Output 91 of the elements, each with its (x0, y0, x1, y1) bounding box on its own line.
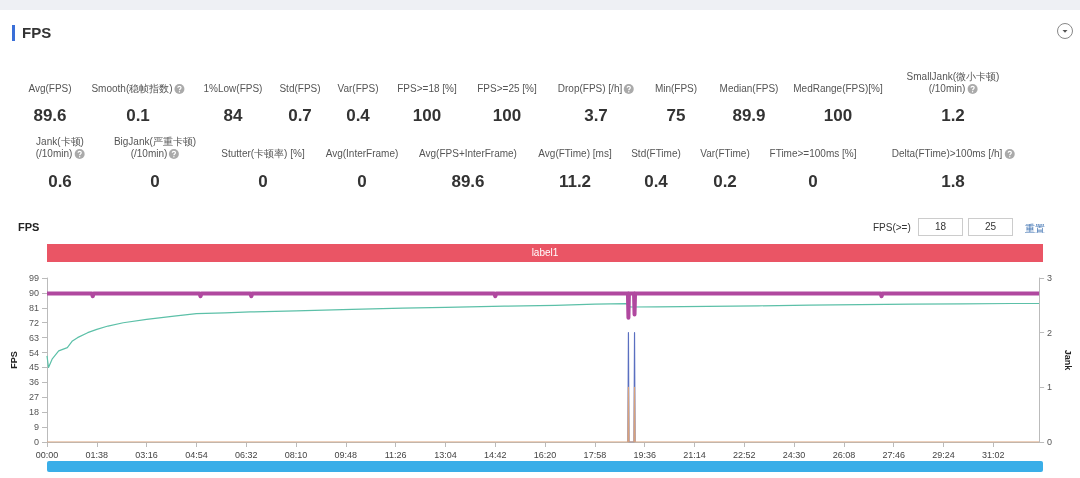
text: 0 (357, 172, 367, 192)
x-tick-label: 03:16 (135, 449, 158, 460)
x-tick-label: 16:20 (533, 449, 557, 460)
text: Jank(卡顿) (/10min) (35, 136, 85, 160)
text: Var(FTime) (700, 148, 750, 160)
y-tick-label: 0 (33, 437, 39, 447)
text: Var(FPS) (337, 83, 379, 95)
line-series (46, 302, 1040, 369)
text: 0 (150, 172, 160, 192)
text: 84 (223, 106, 243, 126)
y2-axis-title: Jank (1062, 349, 1073, 372)
x-tick-label: 11:26 (384, 449, 407, 460)
y2-tick-label: 0 (1047, 437, 1053, 447)
x-tick-label: 22:52 (733, 449, 756, 460)
text: label1 (47, 244, 1043, 262)
text: 0.7 (288, 106, 312, 126)
x-tick-label: 00:00 (35, 449, 59, 460)
text: 89.9 (732, 106, 766, 126)
text: FPS (22, 24, 52, 41)
text: 100 (412, 106, 442, 126)
x-tick-label: 17:58 (583, 449, 607, 460)
y-tick-label: 18 (28, 407, 39, 418)
y2-tick-label: 1 (1047, 382, 1053, 393)
text: 89.6 (451, 172, 485, 192)
y-tick-label: 9 (33, 422, 39, 433)
text: SmallJank(微小卡顿) (/10min) (906, 71, 1000, 95)
text: FPS>=18 [%] (397, 83, 457, 95)
x-tick-label: 27:46 (882, 449, 905, 460)
x-tick-label: 06:32 (234, 449, 258, 460)
text: 75 (666, 106, 686, 126)
text: FPS(>=) (873, 222, 911, 233)
text: 100 (492, 106, 522, 126)
text: Min(FPS) (654, 83, 698, 95)
y-tick-label: 54 (28, 347, 39, 358)
text: 1.2 (941, 106, 965, 126)
text: FPS>=25 [%] (477, 83, 537, 95)
text: Median(FPS) (719, 83, 779, 95)
text: 0.1 (126, 106, 150, 126)
x-tick-label: 01:38 (85, 449, 109, 460)
text: Avg(FPS) (28, 83, 72, 95)
text: 0.2 (713, 172, 737, 192)
x-tick-label: 24:30 (782, 449, 806, 460)
text: 0.4 (644, 172, 668, 192)
text: FTime>=100ms [%] (769, 148, 857, 160)
text: 0 (808, 172, 818, 192)
x-tick-label: 13:04 (434, 449, 457, 460)
x-tick-label: 14:42 (484, 449, 507, 460)
text: 100 (823, 106, 853, 126)
text: BigJank(严重卡顿) (/10min) (113, 136, 197, 160)
y-tick-label: 99 (28, 273, 39, 283)
text: 3.7 (584, 106, 608, 126)
x-tick-label: 19:36 (633, 449, 656, 460)
text: 25 (968, 218, 1013, 236)
text: MedRange(FPS)[%] (793, 83, 883, 95)
text: Std(FTime) (631, 148, 681, 160)
text: Smooth(稳帧指数) (91, 83, 174, 95)
text: 0.6 (48, 172, 72, 192)
x-tick-label: 04:54 (185, 449, 208, 460)
text: Avg(FTime) [ms] (538, 148, 612, 160)
y2-tick-label: 3 (1047, 273, 1053, 283)
y-tick-label: 27 (28, 392, 39, 403)
y-tick-label: 90 (28, 287, 39, 298)
text: 0.4 (346, 106, 370, 126)
text: Std(FPS) (279, 83, 321, 95)
text: 11.2 (558, 172, 592, 192)
x-tick-label: 08:10 (284, 449, 308, 460)
y2-tick-label: 2 (1047, 327, 1053, 338)
text: 18 (918, 218, 963, 236)
text: Avg(FPS+InterFrame) (419, 148, 517, 160)
text: Avg(InterFrame) (325, 148, 399, 160)
text: 1%Low(FPS) (203, 83, 263, 95)
text: 重置 (1025, 222, 1045, 236)
text: 89.6 (33, 106, 67, 126)
y-tick-label: 63 (28, 332, 39, 343)
y-tick-label: 81 (28, 302, 39, 313)
line-series (45, 291, 1042, 320)
text: Drop(FPS) [/h] (557, 83, 624, 95)
text: Delta(FTime)>100ms [/h] (891, 148, 1004, 160)
y-axis-title: FPS (8, 351, 19, 369)
text: Stutter(卡顿率) [%] (221, 148, 305, 160)
y-tick-label: 45 (28, 362, 39, 373)
text: 1.8 (941, 172, 965, 192)
text: 0 (258, 172, 268, 192)
x-tick-label: 26:08 (832, 449, 856, 460)
x-tick-label: 31:02 (982, 449, 1005, 460)
x-tick-label: 09:48 (334, 449, 358, 460)
x-tick-label: 29:24 (932, 449, 955, 460)
y-tick-label: 36 (28, 377, 39, 388)
chart-title: FPS (18, 221, 40, 233)
y-tick-label: 72 (28, 317, 39, 328)
x-tick-label: 21:14 (683, 449, 706, 460)
